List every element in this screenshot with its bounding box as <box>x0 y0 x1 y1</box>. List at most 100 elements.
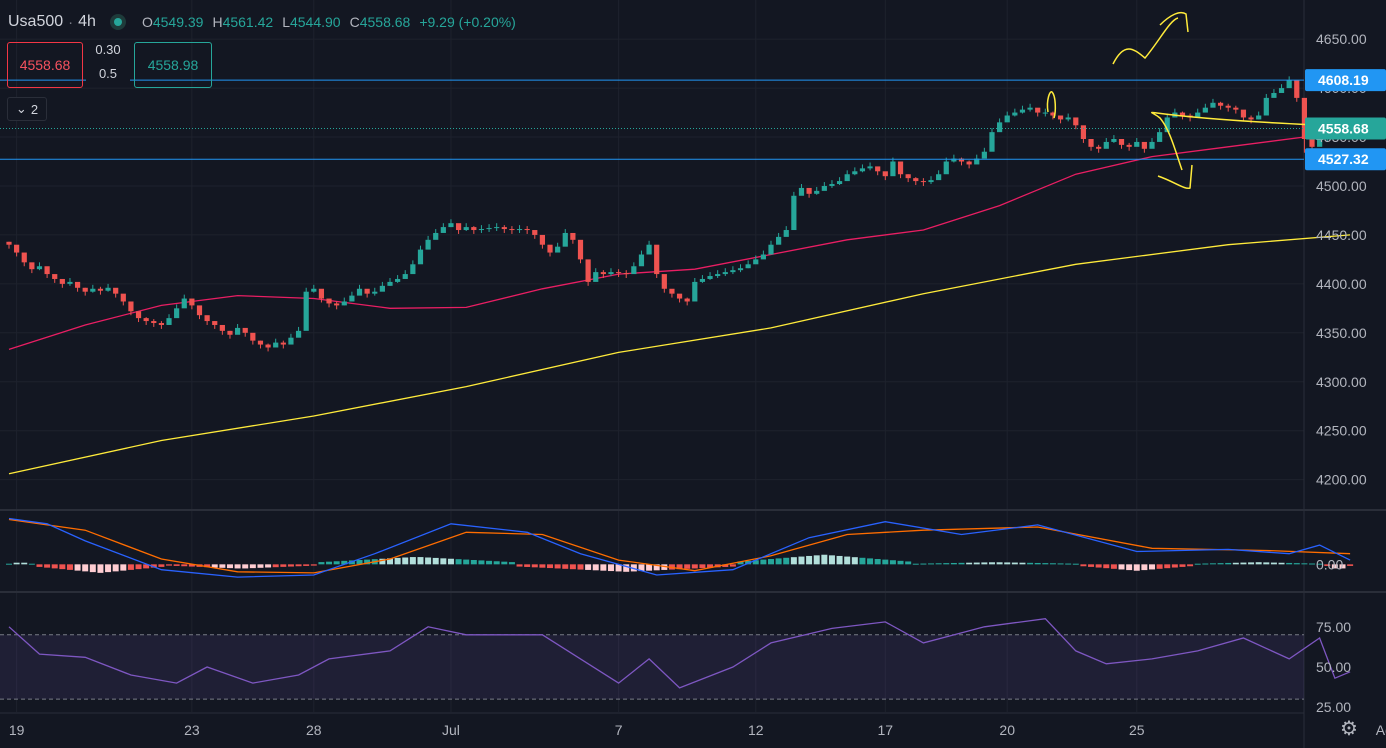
candle-body <box>273 342 279 348</box>
candle-body <box>654 244 660 275</box>
price-tick-label: 4350.00 <box>1316 325 1367 341</box>
macd-histogram-bar <box>569 564 576 570</box>
macd-histogram-bar <box>1217 563 1224 565</box>
candle-body <box>120 293 126 302</box>
interval-label[interactable]: 4h <box>78 13 96 30</box>
candle-body <box>1278 88 1285 93</box>
candle-body <box>440 227 446 233</box>
candle-body <box>524 229 530 231</box>
macd-histogram-bar <box>600 564 607 571</box>
macd-histogram-bar <box>135 564 142 570</box>
macd-histogram-bar <box>607 564 614 572</box>
macd-histogram-bar <box>493 561 500 565</box>
candle-body <box>143 318 149 322</box>
candle-body <box>1179 112 1186 116</box>
candle-body <box>67 281 73 284</box>
candle-body <box>1103 141 1109 149</box>
candle-body <box>280 342 286 345</box>
time-tick-label: 20 <box>999 722 1015 738</box>
macd-histogram-bar <box>988 562 995 565</box>
candle-body <box>52 274 58 279</box>
candle-body <box>151 321 157 324</box>
candle-body <box>745 264 751 269</box>
candle-body <box>189 298 195 306</box>
candle-body <box>448 223 454 228</box>
macd-histogram-bar <box>1179 564 1186 567</box>
candle-body <box>372 291 378 294</box>
macd-histogram-bar <box>1072 563 1079 565</box>
macd-histogram-bar <box>181 564 188 567</box>
macd-histogram-bar <box>501 561 508 565</box>
macd-histogram-bar <box>981 562 988 565</box>
candle-body <box>455 223 462 231</box>
candle-body <box>1240 109 1247 118</box>
candle-body <box>783 230 789 237</box>
last-price-tag: 4558.68 <box>1305 117 1386 140</box>
macd-histogram-bar <box>554 564 561 569</box>
candle-body <box>585 259 591 282</box>
macd-histogram-bar <box>387 558 393 565</box>
candle-body <box>1035 107 1041 113</box>
candle-body <box>402 274 408 279</box>
macd-histogram-bar <box>646 564 653 571</box>
macd-histogram-bar <box>912 563 919 565</box>
macd-histogram-bar <box>836 555 843 565</box>
candle-body <box>859 168 866 172</box>
candle-body <box>943 161 949 175</box>
macd-histogram-bar <box>1149 564 1155 570</box>
sell-button[interactable]: 4558.68 <box>7 42 83 88</box>
macd-histogram-bar <box>432 557 439 565</box>
candle-body <box>981 151 987 159</box>
macd-histogram-bar <box>318 562 325 565</box>
macd-histogram-bar <box>1088 564 1095 567</box>
price-line-tag-bg <box>1305 148 1386 171</box>
macd-histogram-bar <box>272 564 279 568</box>
candle-body <box>1096 146 1102 149</box>
candle-body <box>379 285 385 292</box>
candle-body <box>852 171 858 175</box>
symbol-name[interactable]: Usa500 <box>8 13 64 30</box>
macd-histogram-bar <box>295 564 302 567</box>
macd-signal-line <box>8 518 1351 574</box>
time-tick-label: Jul <box>442 722 460 738</box>
candle-body <box>638 254 645 267</box>
macd-histogram-bar <box>539 564 546 568</box>
candle-body <box>257 340 264 345</box>
gear-icon[interactable]: ⚙ <box>1340 718 1358 740</box>
indicators-toggle[interactable]: ⌄ 2 <box>7 97 47 121</box>
candle-body <box>1065 117 1071 120</box>
candle-body <box>128 301 134 312</box>
macd-histogram-bar <box>684 564 691 569</box>
macd-histogram-bar <box>798 556 805 565</box>
low-value: 4544.90 <box>289 14 341 30</box>
candle-body <box>897 161 904 175</box>
macd-histogram-bar <box>950 562 957 565</box>
macd-histogram-bar <box>752 560 759 565</box>
macd-histogram-bar <box>1110 564 1117 569</box>
rsi-tick-label: 25.00 <box>1316 699 1351 715</box>
macd-histogram-bar <box>1049 563 1056 565</box>
ma-slow-line <box>8 234 1351 475</box>
rsi-tick-label: 50.00 <box>1316 659 1351 675</box>
sell-price: 4558.68 <box>19 57 71 73</box>
candle-body <box>1088 138 1094 147</box>
macd-histogram-bar <box>249 564 256 569</box>
candle-body <box>1019 109 1026 113</box>
macd-histogram-bar <box>745 560 752 565</box>
macd-histogram-bar <box>74 564 81 571</box>
macd-histogram-bar <box>897 560 904 565</box>
buy-button[interactable]: 4558.98 <box>134 42 212 88</box>
macd-histogram-bar <box>768 559 774 565</box>
lot-size-value[interactable]: 0.5 <box>86 66 130 81</box>
buy-price: 4558.98 <box>147 57 199 73</box>
candle-body <box>707 276 713 279</box>
candle-body <box>699 278 706 282</box>
high-value: 4561.42 <box>222 14 274 30</box>
candle-body <box>890 161 896 177</box>
macd-histogram-bar <box>1034 562 1041 565</box>
candle-body <box>577 239 584 260</box>
candle-body <box>166 318 172 325</box>
macd-histogram-bar <box>966 562 973 565</box>
candle-body <box>905 174 911 179</box>
